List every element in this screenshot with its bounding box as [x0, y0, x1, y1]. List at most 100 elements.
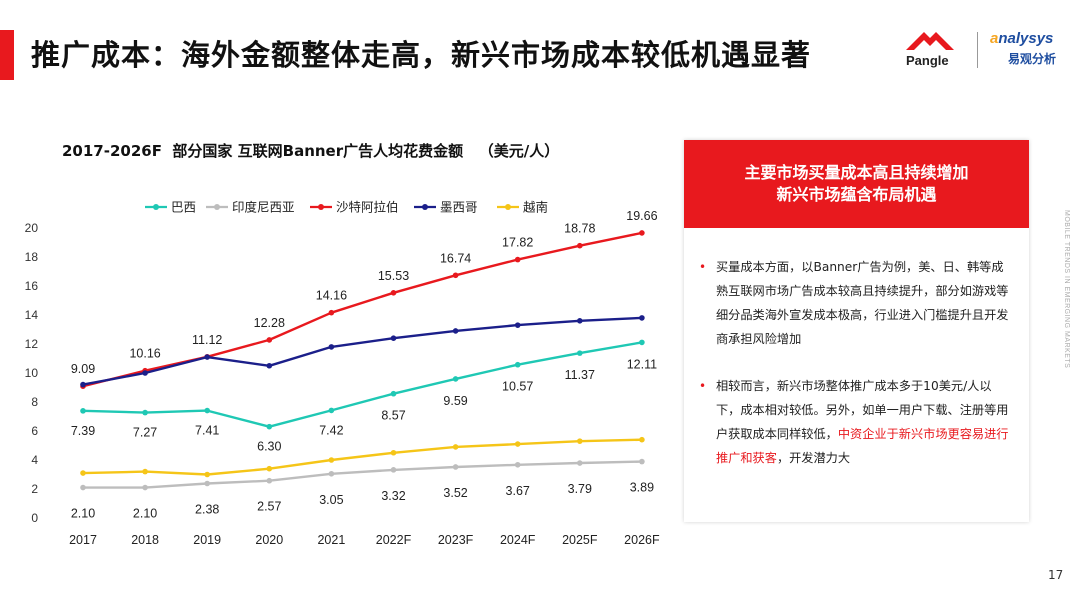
logo-divider	[977, 32, 978, 68]
y-tick-label: 4	[31, 453, 38, 467]
data-point	[328, 407, 335, 414]
data-label: 3.52	[443, 486, 467, 500]
analysys-logo-en: analysys	[990, 30, 1053, 47]
x-tick-label: 2023F	[438, 533, 474, 547]
data-label: 9.59	[443, 394, 467, 408]
data-label: 3.32	[381, 489, 405, 503]
bullet-text: 相较而言，新兴市场整体推广成本多于10美元/人以下，成本相对较低。另外，如单一用…	[702, 374, 1014, 470]
x-tick-label: 2020	[255, 533, 283, 547]
series-line	[83, 460, 642, 489]
data-point	[452, 272, 459, 279]
data-point	[142, 468, 148, 475]
data-point	[639, 458, 645, 465]
legend-swatch-marker	[214, 204, 220, 210]
chart-title: 2017-2026F 部分国家 互联网Banner广告人均花费金额 （美元/人）	[62, 142, 560, 160]
side-vertical-text: MOBILE TRENDS IN EMERGING MARKETS	[1063, 210, 1070, 369]
data-label: 3.05	[319, 493, 343, 507]
series-line	[82, 341, 643, 428]
legend-label: 印度尼西亚	[232, 200, 295, 215]
data-label: 12.28	[254, 316, 285, 330]
panel-heading: 主要市场买量成本高且持续增加 新兴市场蕴含布局机遇	[684, 140, 1029, 228]
legend-swatch-marker	[318, 204, 324, 210]
pangle-logo: Pangle	[898, 28, 962, 72]
data-label: 19.66	[626, 209, 657, 223]
pangle-logo-icon	[906, 32, 954, 50]
summary-panel: 主要市场买量成本高且持续增加 新兴市场蕴含布局机遇 • 买量成本方面，以Bann…	[684, 140, 1029, 522]
data-point	[266, 337, 273, 343]
data-point	[328, 309, 335, 316]
bullet-dot-icon: •	[699, 379, 707, 393]
legend-label: 越南	[523, 200, 548, 215]
data-point	[204, 407, 210, 414]
data-label: 2.10	[71, 507, 95, 521]
data-point	[204, 471, 210, 478]
data-label: 7.27	[133, 426, 157, 440]
data-point	[639, 436, 645, 443]
data-label: 10.57	[502, 380, 533, 394]
data-label: 9.09	[71, 362, 95, 376]
data-label: 17.82	[502, 236, 533, 250]
data-point	[142, 370, 148, 376]
data-point	[390, 290, 397, 296]
data-label: 10.16	[129, 347, 160, 361]
line-chart: 0 2 4 6 8 10 12 14 16 18 20 2017 2018 2019 2020 2021 202…	[25, 200, 660, 548]
data-label: 8.57	[381, 409, 405, 423]
data-label: 6.30	[257, 440, 281, 454]
data-point	[639, 339, 645, 346]
data-label: 14.16	[316, 289, 347, 303]
data-point	[639, 315, 645, 321]
bullet-text-part: 相较而言，新兴市场整体推广成本多于10美元/人以下，成本相对较低。另外，如单一用…	[716, 379, 1009, 441]
legend-swatch-marker	[422, 204, 428, 210]
data-point	[266, 477, 273, 484]
data-point	[328, 470, 335, 477]
data-point	[390, 390, 397, 397]
data-point	[577, 242, 583, 249]
y-tick-label: 18	[25, 250, 39, 264]
legend-label: 沙特阿拉伯	[336, 200, 399, 215]
bullet-item: • 相较而言，新兴市场整体推广成本多于10美元/人以下，成本相对较低。另外，如单…	[699, 374, 1014, 470]
data-label: 3.67	[506, 484, 530, 498]
data-point	[452, 444, 459, 450]
legend-swatch-marker	[505, 204, 511, 210]
legend-swatch-marker	[153, 204, 159, 210]
data-point	[452, 328, 459, 334]
data-point	[328, 457, 335, 463]
data-point	[390, 467, 397, 473]
data-point	[328, 344, 335, 350]
x-tick-label: 2018	[131, 533, 159, 547]
x-tick-label: 2026F	[624, 533, 660, 547]
data-label: 11.37	[565, 368, 595, 382]
data-point	[514, 256, 521, 263]
data-point	[204, 480, 210, 487]
data-point	[514, 322, 521, 328]
panel-heading-line2: 新兴市场蕴含布局机遇	[776, 185, 937, 204]
data-point	[577, 438, 583, 444]
y-tick-label: 2	[31, 482, 38, 496]
page-number: 17	[1048, 568, 1064, 582]
bullet-highlight: 中资企业于新兴市场更容易进行推广和获客	[716, 427, 1009, 465]
data-point	[204, 354, 210, 360]
x-tick-label: 2021	[317, 533, 345, 547]
data-point	[390, 449, 397, 456]
data-label: 2.10	[133, 507, 157, 521]
analysys-logo: analysys 易观分析	[990, 30, 1070, 70]
analysys-logo-cn: 易观分析	[1008, 52, 1057, 66]
data-label: 2.38	[195, 502, 219, 516]
data-point	[577, 460, 583, 466]
bullet-text-part: ，开发潜力大	[776, 451, 851, 465]
series-line	[82, 438, 642, 476]
data-point	[80, 470, 86, 476]
legend-label: 墨西哥	[440, 200, 478, 215]
legend-label: 巴西	[171, 200, 196, 215]
data-label: 11.12	[192, 333, 222, 347]
data-point	[514, 461, 521, 468]
data-point	[266, 362, 273, 369]
data-point	[266, 465, 273, 472]
data-point	[577, 350, 583, 356]
x-tick-label: 2017	[69, 533, 97, 547]
data-point	[80, 381, 86, 388]
series-line	[82, 231, 643, 388]
pangle-logo-text: Pangle	[906, 53, 949, 68]
y-tick-label: 8	[31, 395, 38, 409]
y-tick-label: 16	[25, 279, 39, 293]
